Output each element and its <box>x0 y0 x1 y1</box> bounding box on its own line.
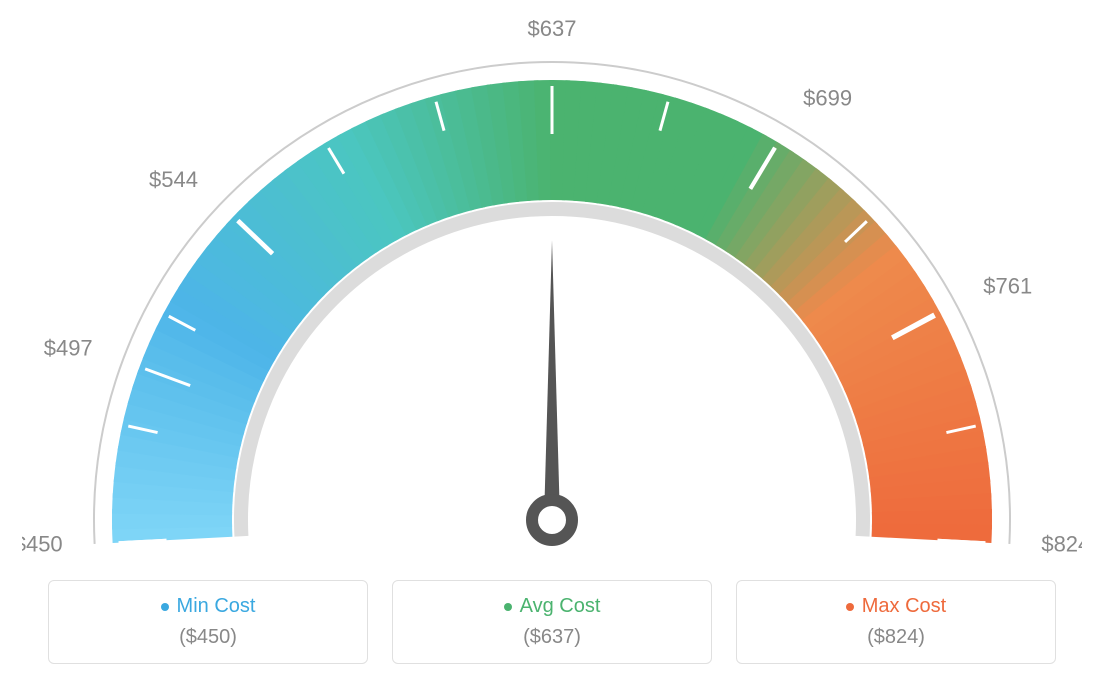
legend-text-avg: Avg Cost <box>520 595 601 618</box>
gauge-tick-label: $497 <box>44 335 93 360</box>
legend-label-min: Min Cost <box>161 595 256 618</box>
legend-value-max: ($824) <box>761 626 1031 649</box>
legend-value-min: ($450) <box>73 626 343 649</box>
legend-label-avg: Avg Cost <box>504 595 601 618</box>
gauge-needle <box>544 240 560 520</box>
gauge-tick-label: $824 <box>1041 532 1082 557</box>
legend-dot-avg <box>504 603 512 611</box>
gauge-tick-label: $761 <box>983 273 1032 298</box>
legend-dot-min <box>161 603 169 611</box>
gauge-tick-label: $450 <box>22 532 63 557</box>
gauge-hub <box>532 500 572 540</box>
legend-item-avg: Avg Cost ($637) <box>392 580 712 664</box>
gauge-tick-label: $637 <box>528 20 577 41</box>
legend-text-max: Max Cost <box>862 595 946 618</box>
cost-gauge: $450 $497 $544 $637 $699 $761 $824 <box>22 20 1082 560</box>
legend-item-min: Min Cost ($450) <box>48 580 368 664</box>
legend-item-max: Max Cost ($824) <box>736 580 1056 664</box>
legend-dot-max <box>846 603 854 611</box>
gauge-svg: $450 $497 $544 $637 $699 $761 $824 <box>22 20 1082 560</box>
legend-text-min: Min Cost <box>177 595 256 618</box>
legend-label-max: Max Cost <box>846 595 946 618</box>
legend-value-avg: ($637) <box>417 626 687 649</box>
gauge-tick-label: $544 <box>149 167 198 192</box>
legend: Min Cost ($450) Avg Cost ($637) Max Cost… <box>48 580 1056 664</box>
gauge-tick-label: $699 <box>803 85 852 110</box>
